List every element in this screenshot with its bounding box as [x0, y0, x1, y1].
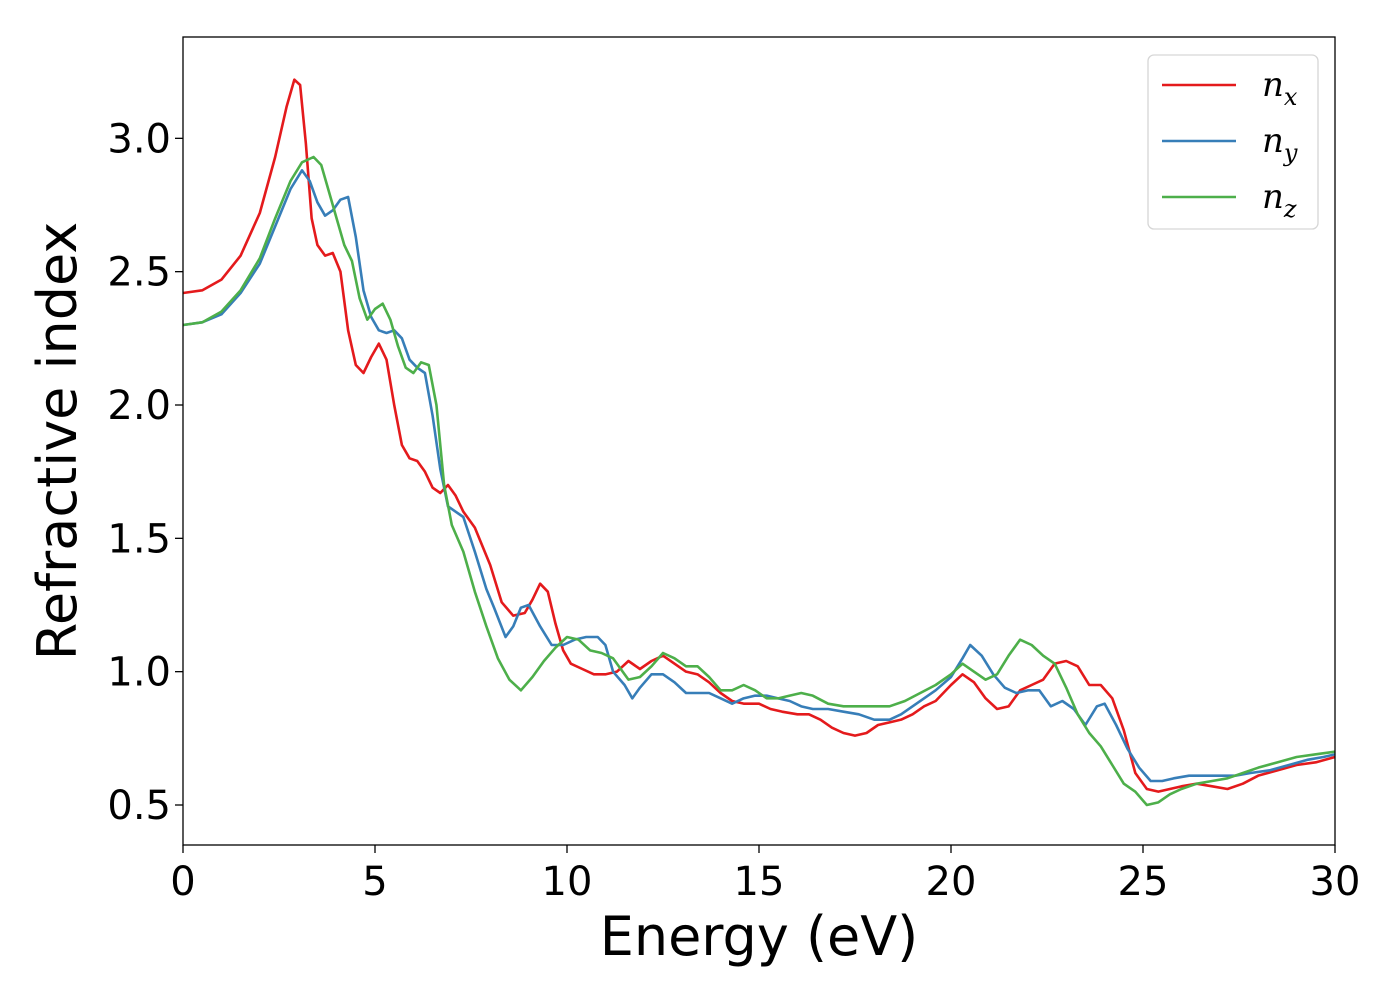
- legend-label-x: nx: [1262, 65, 1298, 111]
- legend-label-z: nz: [1262, 177, 1297, 223]
- x-tick-label: 15: [734, 859, 785, 905]
- series-line-x: [183, 78, 1335, 793]
- y-axis-label: Refractive index: [26, 222, 89, 661]
- x-tick-label: 0: [170, 859, 195, 905]
- y-tick-label: 1.0: [107, 650, 171, 696]
- series-lines: [183, 78, 1335, 807]
- x-tick-label: 10: [542, 859, 593, 905]
- y-axis: 0.5 1.0 1.5 2.0 2.5 3.0: [107, 116, 183, 829]
- x-axis-label: Energy (eV): [600, 905, 919, 968]
- x-tick-label: 5: [362, 859, 387, 905]
- x-axis: 0 5 10 15 20 25 30: [170, 845, 1360, 905]
- y-tick-label: 3.0: [107, 116, 171, 162]
- y-tick-label: 2.5: [107, 250, 171, 296]
- series-line-z: [183, 155, 1335, 807]
- legend: nx ny nz: [1147, 54, 1319, 230]
- x-tick-label: 30: [1310, 859, 1361, 905]
- y-tick-label: 1.5: [107, 516, 171, 562]
- x-tick-label: 25: [1118, 859, 1169, 905]
- legend-label-y: ny: [1262, 121, 1298, 167]
- y-tick-label: 2.0: [107, 383, 171, 429]
- y-tick-label: 0.5: [107, 783, 171, 829]
- series-line-y: [183, 169, 1335, 783]
- x-tick-label: 20: [926, 859, 977, 905]
